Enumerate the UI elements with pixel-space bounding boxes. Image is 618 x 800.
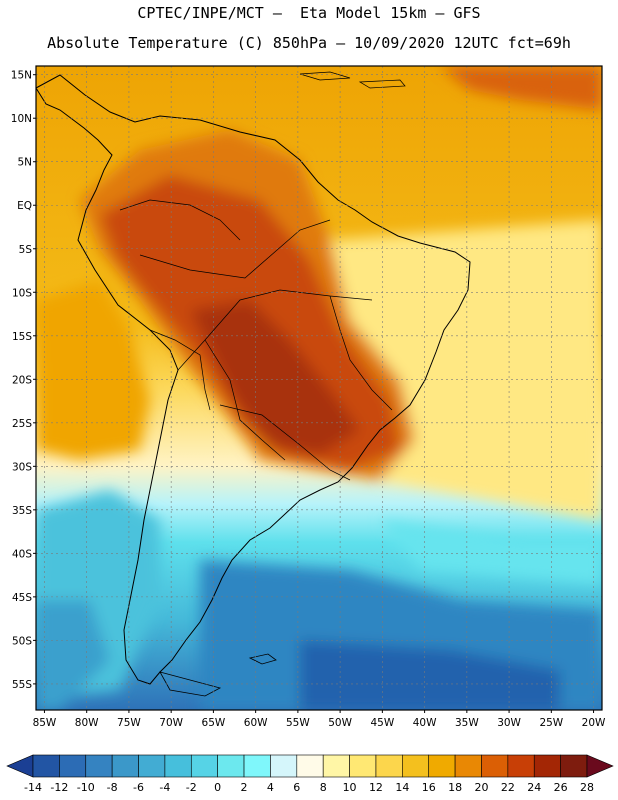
colorbar-label: 2 xyxy=(241,781,248,794)
colorbar-label: 26 xyxy=(554,781,568,794)
lat-label: 35S xyxy=(12,505,32,517)
colorbar-swatch xyxy=(190,754,218,778)
colorbar-swatch xyxy=(111,754,139,778)
colorbar-swatch xyxy=(164,754,192,778)
lat-label: 45S xyxy=(12,592,32,604)
colorbar-label: -8 xyxy=(107,781,118,794)
colorbar-swatch xyxy=(243,754,271,778)
colorbar-swatch xyxy=(85,754,113,778)
lat-label: 5N xyxy=(17,157,32,169)
colorbar-swatch xyxy=(402,754,430,778)
colorbar-label: -14 xyxy=(24,781,42,794)
colorbar-label: 8 xyxy=(320,781,327,794)
colorbar-label: 14 xyxy=(395,781,409,794)
colorbar-swatch xyxy=(428,754,456,778)
colorbar-label: 6 xyxy=(293,781,300,794)
lon-label: 40W xyxy=(413,717,437,729)
colorbar-arrow-low xyxy=(6,754,34,778)
lat-label: 15N xyxy=(11,70,32,82)
colorbar-label: 24 xyxy=(527,781,541,794)
colorbar-swatch xyxy=(138,754,166,778)
lat-label: 10N xyxy=(11,113,32,125)
colorbar-label: -6 xyxy=(133,781,144,794)
map-frame xyxy=(35,65,603,711)
lon-label: 25W xyxy=(539,717,563,729)
colorbar-label: 28 xyxy=(580,781,594,794)
colorbar-swatch xyxy=(481,754,509,778)
colorbar-swatch xyxy=(560,754,588,778)
colorbar-label: 0 xyxy=(214,781,221,794)
colorbar-swatch xyxy=(270,754,298,778)
colorbar-swatch xyxy=(454,754,482,778)
lon-label: 60W xyxy=(244,717,268,729)
map-title-line-2: Absolute Temperature (C) 850hPa – 10/09/… xyxy=(47,34,571,52)
colorbar-label: -12 xyxy=(50,781,68,794)
lon-label: 65W xyxy=(202,717,226,729)
colorbar-label: -4 xyxy=(159,781,170,794)
latitude-labels: 15N 10N 5N EQ 5S 10S 15S 20S 25S 30S 35S 40S 45S 50S 5… xyxy=(11,70,36,691)
colorbar-swatch xyxy=(349,754,377,778)
lon-label: 75W xyxy=(117,717,141,729)
longitude-labels: 85W 80W 75W 70W 65W 60W 55W 50W 45W 40W 35W 30W 25W 2… xyxy=(33,710,606,729)
colorbar-arrow-high xyxy=(586,754,614,778)
colorbar-swatch xyxy=(59,754,87,778)
lat-label: 15S xyxy=(12,331,32,343)
colorbar-swatch xyxy=(32,754,60,778)
lat-label: 25S xyxy=(12,418,32,430)
lon-label: 85W xyxy=(33,717,57,729)
lat-label: EQ xyxy=(17,200,32,212)
lon-label: 80W xyxy=(75,717,99,729)
lon-label: 55W xyxy=(286,717,310,729)
colorbar-label: 4 xyxy=(267,781,274,794)
south-america-coastline xyxy=(36,74,471,685)
colorbar-label: 20 xyxy=(474,781,488,794)
map-title-line-1: CPTEC/INPE/MCT – Eta Model 15km – GFS xyxy=(137,4,481,22)
lat-label: 30S xyxy=(12,461,32,473)
colorbar-label: 18 xyxy=(448,781,462,794)
colorbar-swatch xyxy=(217,754,245,778)
colorbar-label: 10 xyxy=(343,781,357,794)
colorbar-swatch xyxy=(507,754,535,778)
lat-label: 40S xyxy=(12,548,32,560)
colorbar-swatch xyxy=(375,754,403,778)
lon-label: 45W xyxy=(370,717,394,729)
temperature-field xyxy=(36,66,602,710)
colorbar-label: 12 xyxy=(369,781,383,794)
lon-label: 30W xyxy=(497,717,521,729)
lat-label: 50S xyxy=(12,635,32,647)
lat-label: 55S xyxy=(12,679,32,691)
lat-label: 20S xyxy=(12,374,32,386)
colorbar-swatch xyxy=(296,754,324,778)
colorbar-swatch xyxy=(533,754,561,778)
lat-label: 10S xyxy=(12,287,32,299)
lon-label: 50W xyxy=(328,717,352,729)
colorbar-label: 22 xyxy=(501,781,515,794)
colorbar-label: -10 xyxy=(77,781,95,794)
colorbar-swatch xyxy=(322,754,350,778)
lat-label: 5S xyxy=(19,244,33,256)
lon-label: 20W xyxy=(582,717,606,729)
lon-label: 70W xyxy=(159,717,183,729)
colorbar-label: -2 xyxy=(186,781,197,794)
lon-label: 35W xyxy=(455,717,479,729)
colorbar-label: 16 xyxy=(422,781,436,794)
graticule xyxy=(36,66,602,710)
